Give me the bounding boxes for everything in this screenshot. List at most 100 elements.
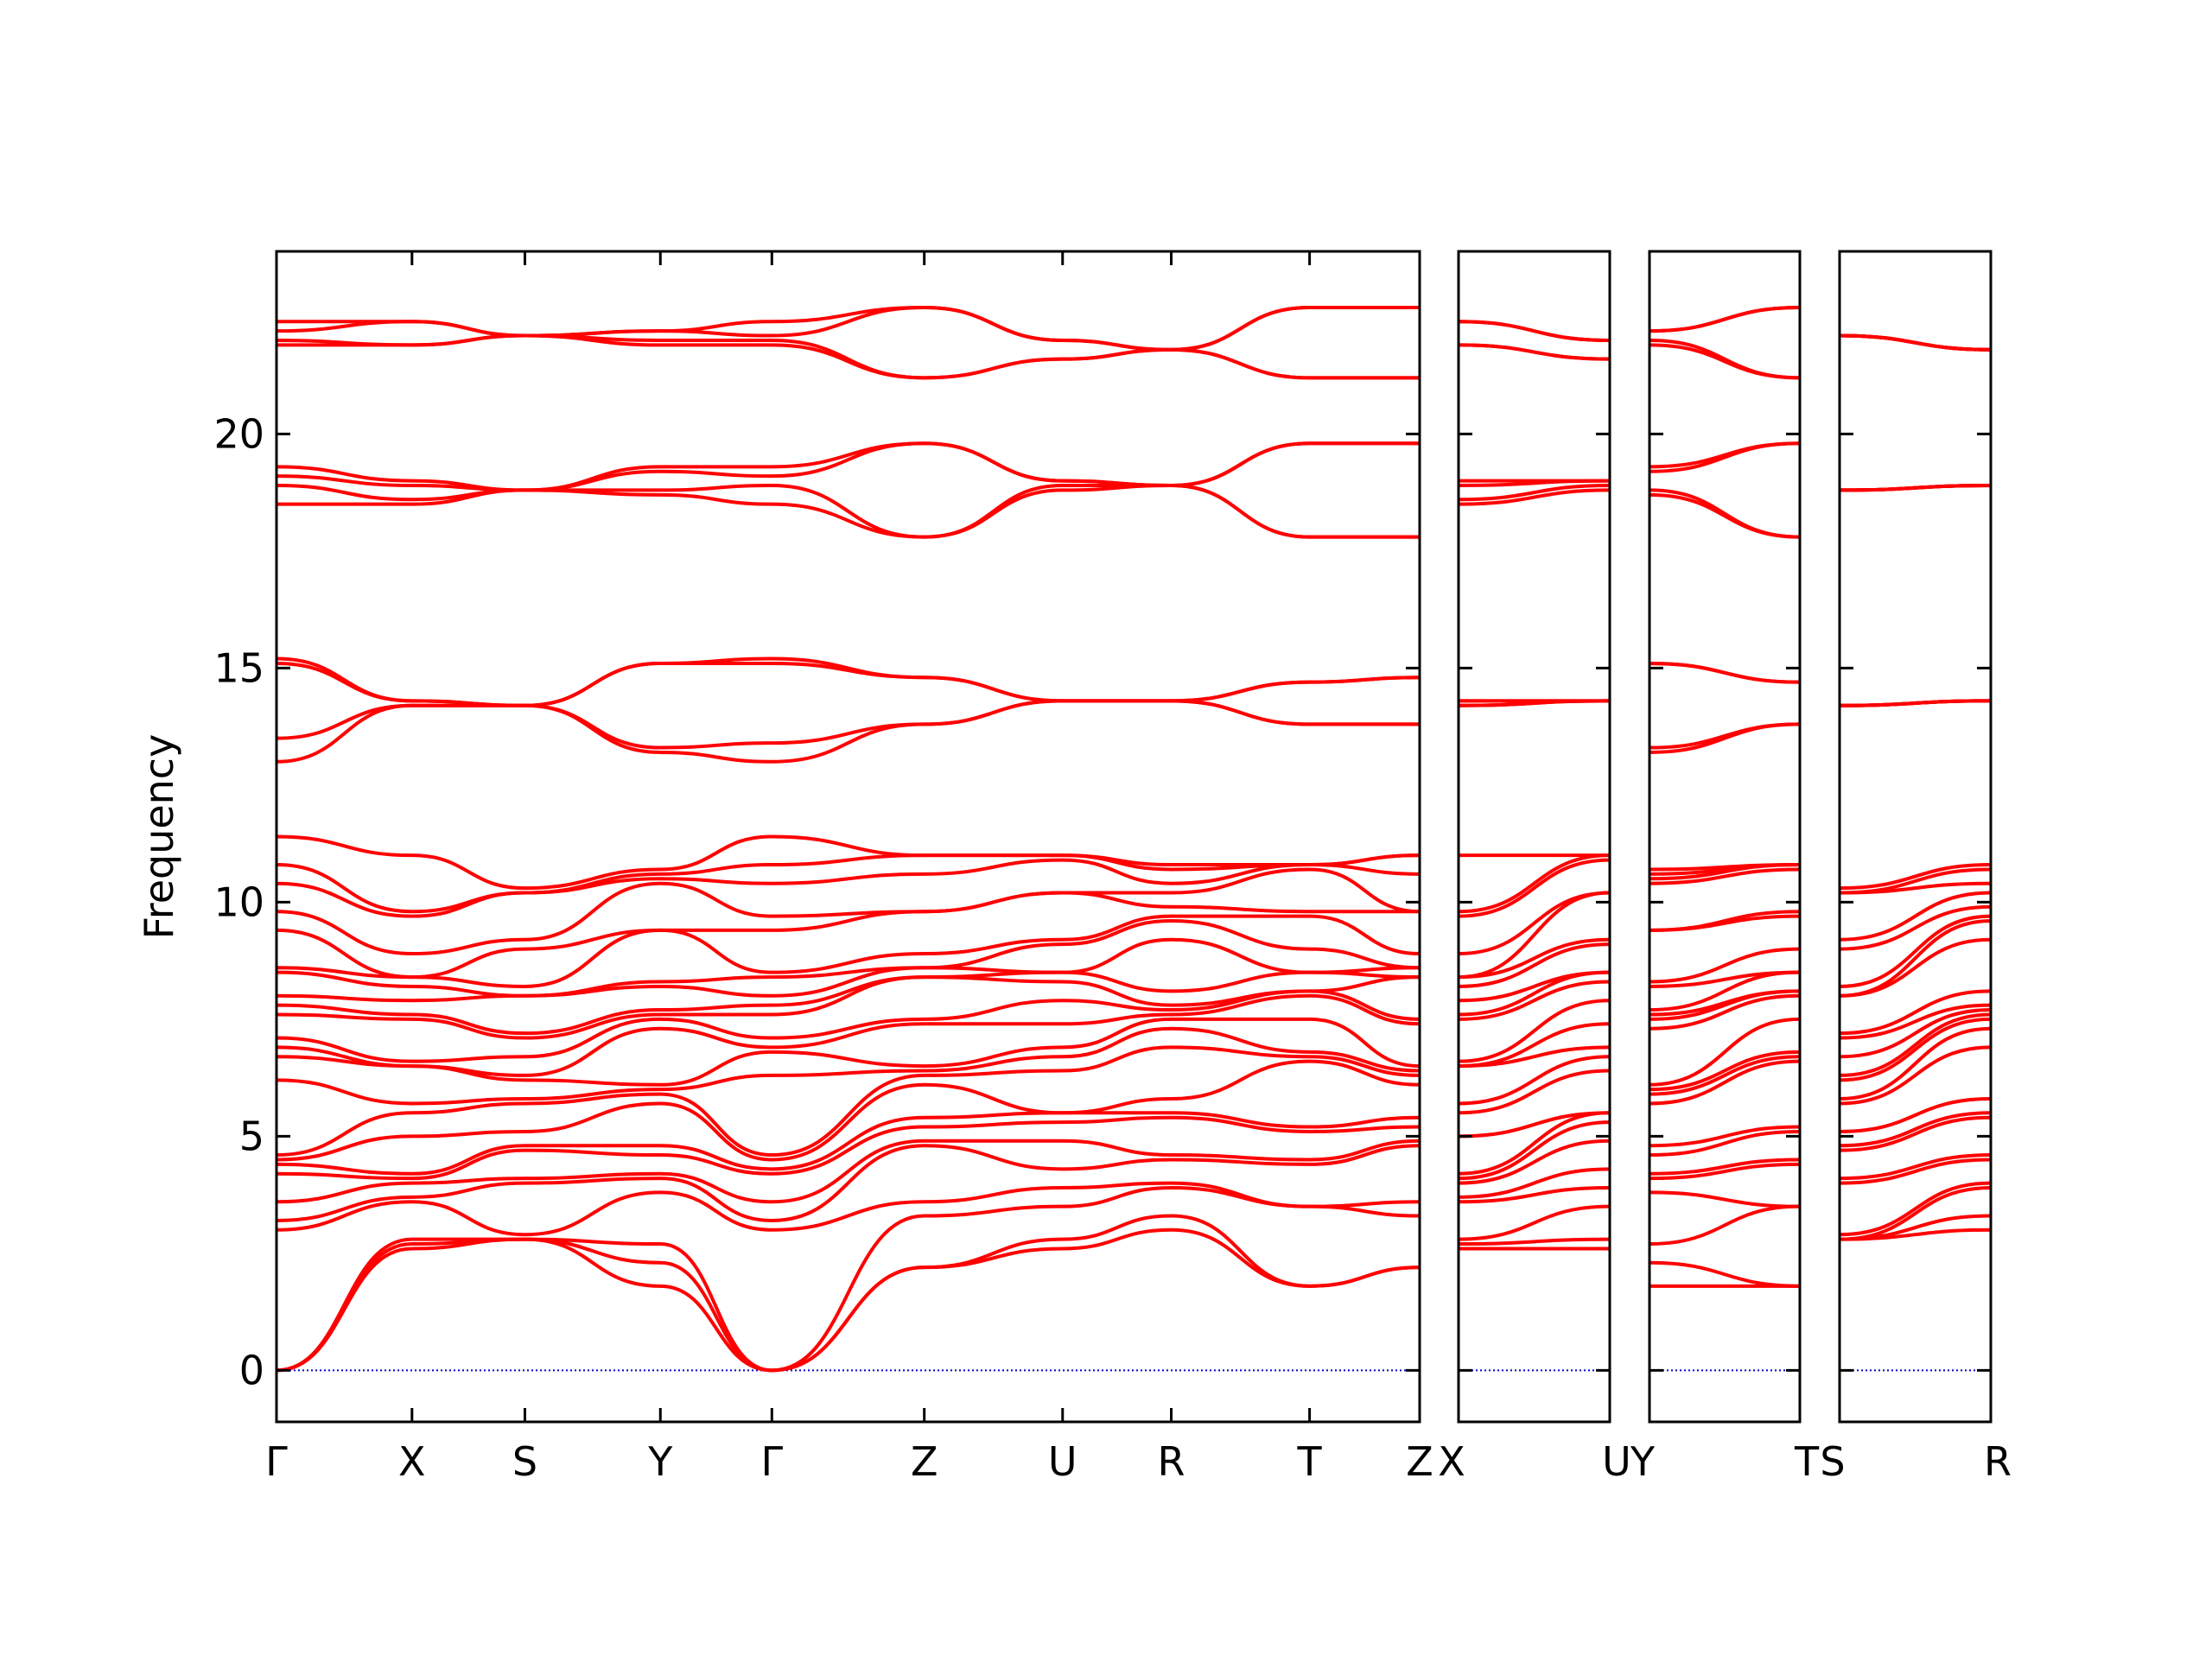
band-line (1649, 1190, 1801, 1208)
x-tick-label: S (512, 1438, 537, 1485)
band-line (1458, 1022, 1611, 1069)
band-line (1458, 1167, 1611, 1199)
band-line (1839, 1111, 1992, 1148)
band-line (276, 1115, 1421, 1181)
band-line (1458, 970, 1611, 1003)
band-line (1458, 1111, 1611, 1139)
band-line (1839, 1097, 1992, 1133)
band-line (1458, 488, 1611, 506)
y-axis-label: Frequency (136, 734, 182, 940)
band-line (1839, 1017, 1992, 1082)
band-line (1649, 1055, 1801, 1096)
x-tick-label: Γ (265, 1438, 288, 1485)
band-line (1839, 1181, 1992, 1237)
band-line (1649, 863, 1801, 872)
band-line (276, 1059, 1421, 1162)
band-line (1649, 1059, 1801, 1106)
band-line (1649, 947, 1801, 984)
x-tick-label: R (1984, 1438, 2012, 1485)
band-line (1649, 993, 1801, 1031)
band-line (276, 914, 1421, 988)
band-line (276, 1227, 1421, 1373)
band-line (1839, 891, 1992, 942)
x-tick-label: T (1794, 1438, 1820, 1485)
band-line (1839, 989, 1992, 1036)
band-line (1649, 867, 1801, 885)
x-tick-label: Γ (760, 1438, 783, 1485)
band-line (1839, 1115, 1992, 1152)
band-line (276, 333, 1420, 380)
band-line (1839, 904, 1992, 951)
band-line (276, 834, 1421, 891)
band-line (276, 919, 1421, 998)
band-line (276, 1181, 1421, 1237)
band-line (1458, 343, 1611, 361)
band-line (1458, 1055, 1611, 1106)
band-line (276, 1045, 1421, 1158)
x-tick-label: Y (647, 1438, 673, 1485)
x-tick-label: T (1297, 1438, 1323, 1485)
band-line (1649, 661, 1801, 684)
band-line (1649, 492, 1801, 539)
band-line (276, 441, 1420, 492)
band-line (1839, 1008, 1992, 1059)
x-tick-label: U (1602, 1438, 1631, 1485)
band-line (1649, 488, 1801, 539)
x-tick-label: X (398, 1438, 426, 1485)
x-tick-label: Z (911, 1438, 938, 1485)
band-line (1839, 863, 1992, 891)
band-line (276, 657, 1421, 707)
band-line (1649, 722, 1801, 750)
x-tick-label: U (1048, 1438, 1077, 1485)
band-line (276, 1186, 1421, 1373)
x-tick-label: Z (1406, 1438, 1433, 1485)
band-line (276, 975, 1421, 1040)
band-line (276, 1111, 1421, 1176)
y-tick-label: 5 (239, 1113, 264, 1159)
band-line (1458, 320, 1611, 342)
band-line (276, 1017, 1421, 1087)
band-line (1458, 970, 1611, 1017)
band-line (276, 1144, 1421, 1222)
band-line (1649, 1129, 1801, 1158)
band-line (1649, 343, 1801, 380)
axes-frame (1838, 250, 1993, 1424)
x-tick-label: X (1438, 1438, 1465, 1485)
band-line (1649, 1260, 1801, 1288)
band-line (1649, 1017, 1801, 1087)
band-line (1839, 1012, 1992, 1077)
band-line (1649, 441, 1801, 469)
band-line (1458, 942, 1611, 988)
band-line (1839, 699, 1992, 707)
y-tick-label: 15 (213, 644, 264, 691)
band-line (1649, 1125, 1801, 1148)
band-line (1649, 1204, 1801, 1246)
band-line (276, 699, 1420, 764)
band-line (1458, 858, 1611, 918)
band-line (1649, 1162, 1801, 1181)
band-line (1458, 937, 1611, 980)
band-line (1839, 484, 1992, 492)
band-line (276, 1214, 1421, 1373)
band-line (1839, 914, 1992, 988)
y-tick-label: 20 (213, 410, 264, 457)
x-tick-label: S (1820, 1438, 1845, 1485)
band-line (276, 1139, 1421, 1204)
band-line (276, 970, 1421, 1036)
axes-frame (1457, 250, 1611, 1424)
band-line (1458, 853, 1611, 914)
band-line (276, 867, 1421, 955)
band-line (1458, 999, 1611, 1063)
band-line (276, 993, 1421, 1077)
band-line (1839, 1045, 1992, 1106)
band-line (276, 989, 1421, 1063)
band-line (1649, 1158, 1801, 1176)
band-line (276, 1026, 1421, 1106)
band-line (276, 937, 1421, 1003)
band-line (276, 858, 1421, 918)
band-line (1458, 1139, 1611, 1185)
band-line (1839, 333, 1992, 352)
band-line (1458, 1204, 1611, 1241)
band-line (1649, 1050, 1801, 1092)
band-line (1458, 1120, 1611, 1181)
